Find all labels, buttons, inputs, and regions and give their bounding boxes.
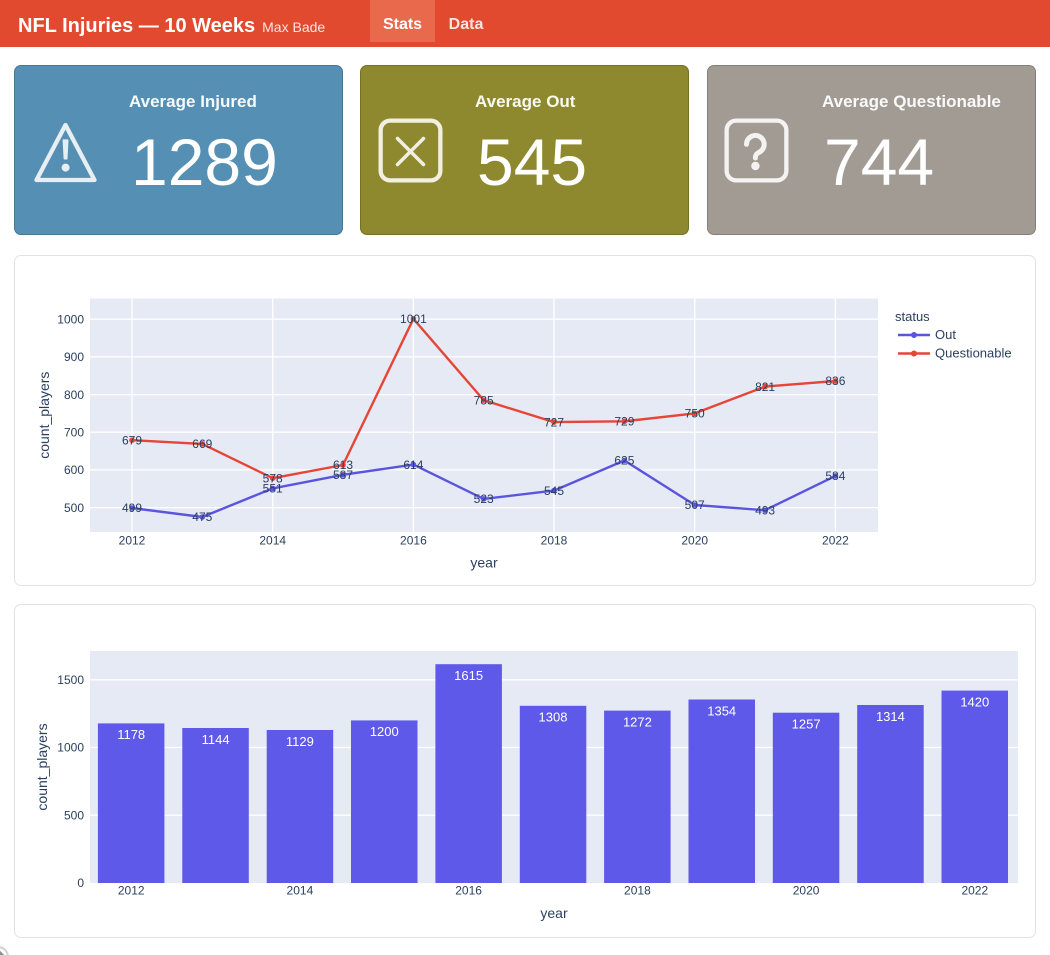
- svg-text:1615: 1615: [454, 668, 483, 683]
- svg-text:625: 625: [614, 454, 634, 468]
- svg-text:2014: 2014: [287, 884, 314, 898]
- svg-text:679: 679: [122, 433, 142, 447]
- svg-text:500: 500: [64, 808, 84, 822]
- svg-text:475: 475: [192, 510, 212, 524]
- svg-text:1129: 1129: [286, 734, 314, 749]
- svg-text:500: 500: [64, 501, 84, 515]
- svg-text:status: status: [895, 309, 930, 324]
- svg-text:613: 613: [333, 458, 353, 472]
- svg-text:year: year: [540, 905, 568, 921]
- svg-text:587: 587: [333, 468, 353, 482]
- svg-text:1200: 1200: [370, 724, 399, 739]
- svg-text:1420: 1420: [960, 694, 989, 709]
- svg-text:700: 700: [64, 425, 84, 439]
- svg-text:2022: 2022: [961, 884, 988, 898]
- svg-text:1000: 1000: [57, 312, 84, 326]
- svg-text:785: 785: [474, 393, 494, 407]
- svg-text:Questionable: Questionable: [935, 346, 1012, 361]
- svg-text:2016: 2016: [400, 534, 427, 548]
- svg-text:800: 800: [64, 388, 84, 402]
- svg-text:551: 551: [263, 482, 283, 496]
- svg-text:2018: 2018: [541, 534, 568, 548]
- svg-text:1178: 1178: [117, 727, 145, 742]
- svg-text:1314: 1314: [876, 709, 905, 724]
- svg-text:584: 584: [825, 469, 845, 483]
- svg-text:1308: 1308: [539, 710, 568, 725]
- svg-text:count_players: count_players: [34, 723, 50, 810]
- svg-text:545: 545: [544, 484, 564, 498]
- svg-text:1000: 1000: [57, 741, 84, 755]
- svg-text:year: year: [470, 555, 498, 571]
- svg-text:2018: 2018: [624, 884, 651, 898]
- svg-text:600: 600: [64, 463, 84, 477]
- svg-text:2016: 2016: [455, 884, 482, 898]
- svg-text:1001: 1001: [400, 312, 427, 326]
- svg-text:493: 493: [755, 503, 775, 517]
- svg-text:1257: 1257: [792, 717, 821, 732]
- svg-text:2022: 2022: [822, 534, 849, 548]
- svg-text:Out: Out: [935, 327, 956, 342]
- svg-text:2020: 2020: [793, 884, 820, 898]
- svg-text:523: 523: [474, 492, 494, 506]
- svg-text:499: 499: [122, 501, 142, 515]
- svg-text:1272: 1272: [623, 714, 652, 729]
- svg-text:1500: 1500: [57, 673, 84, 687]
- svg-text:2012: 2012: [118, 884, 145, 898]
- svg-text:900: 900: [64, 350, 84, 364]
- svg-text:669: 669: [192, 437, 212, 451]
- svg-text:count_players: count_players: [36, 372, 52, 459]
- svg-text:507: 507: [685, 498, 705, 512]
- svg-text:0: 0: [77, 876, 84, 890]
- svg-text:836: 836: [825, 374, 845, 388]
- svg-text:750: 750: [685, 407, 705, 421]
- svg-text:578: 578: [263, 471, 283, 485]
- svg-text:2014: 2014: [259, 534, 286, 548]
- svg-text:2020: 2020: [681, 534, 708, 548]
- svg-text:727: 727: [544, 415, 564, 429]
- svg-text:2012: 2012: [119, 534, 146, 548]
- svg-text:1144: 1144: [202, 732, 230, 747]
- svg-text:729: 729: [614, 415, 634, 429]
- svg-text:1354: 1354: [707, 703, 736, 718]
- svg-text:614: 614: [403, 458, 423, 472]
- svg-text:821: 821: [755, 380, 775, 394]
